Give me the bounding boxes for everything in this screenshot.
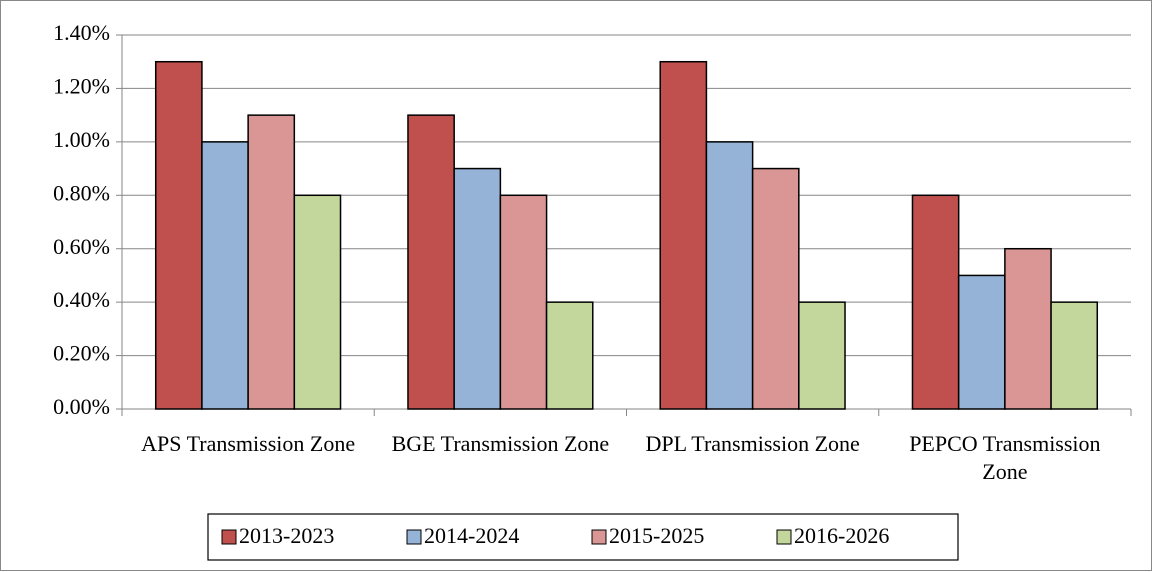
legend-swatch [221,529,237,545]
bar [545,301,594,410]
y-tick-label: 1.20% [53,73,110,98]
bar [154,60,203,410]
bar [453,167,502,410]
bar [407,114,455,410]
y-tick-label: 0.40% [53,287,110,312]
legend-label: 2013-2023 [239,523,334,548]
legend-swatch [776,529,792,545]
x-tick-label: PEPCO Transmission Zone [909,431,1101,484]
bar [751,167,800,410]
legend-label: 2016-2026 [794,523,889,548]
x-tick-label: APS Transmission Zone [141,431,356,456]
bar [798,301,846,410]
bar [201,141,249,410]
x-tick-label: BGE Transmission Zone [391,431,610,456]
legend-label: 2014-2024 [424,523,519,548]
bar [247,114,296,410]
legend-swatch [591,529,607,545]
y-tick-label: 1.00% [53,127,110,152]
y-tick-label: 0.80% [53,180,110,205]
y-tick-label: 1.40% [53,20,110,45]
y-tick-label: 0.60% [53,234,110,259]
bar [957,274,1006,410]
bar [1004,247,1052,410]
bar [911,194,960,410]
bar [659,60,708,410]
bar [1050,301,1099,410]
y-tick-label: 0.00% [53,394,110,419]
legend-label: 2015-2025 [609,523,704,548]
bar [499,194,548,410]
y-tick-label: 0.20% [53,341,110,366]
bar [293,194,342,410]
legend-swatch [406,529,422,545]
bar [705,141,754,410]
legend-box [207,513,959,561]
x-tick-label: DPL Transmission Zone [645,431,860,456]
